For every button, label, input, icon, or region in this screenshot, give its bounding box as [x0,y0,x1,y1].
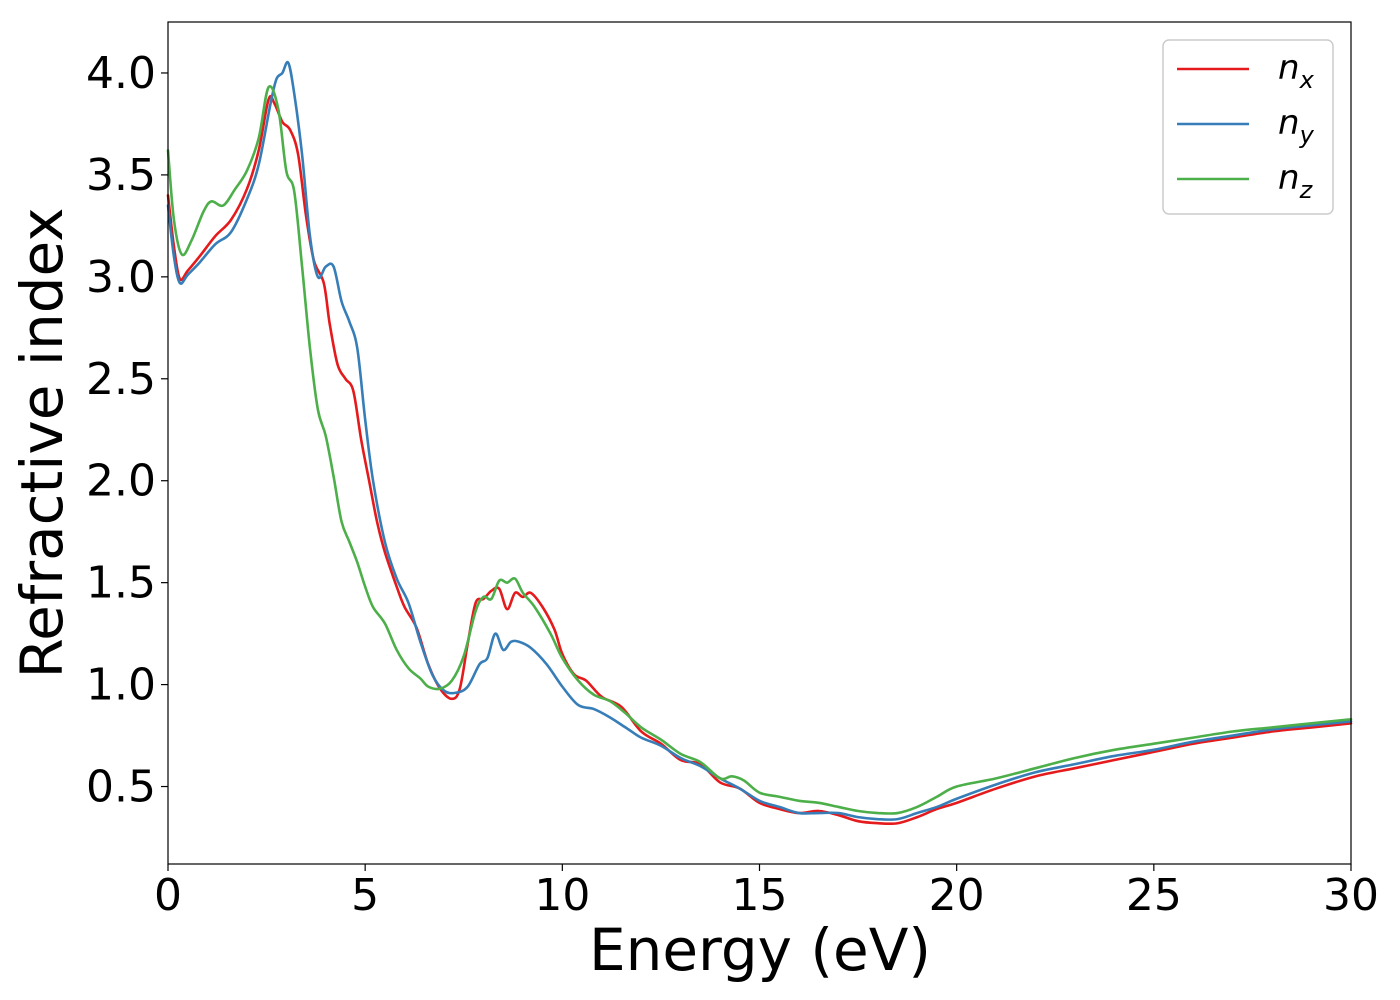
y-tick-label: 3.5 [86,150,156,201]
x-tick-label: 15 [732,870,788,921]
y-tick-label: 3.0 [86,252,156,303]
series-line-z [166,84,1353,815]
x-axis-ticks: 0 5 10 15 20 25 30 [154,864,1379,921]
x-tick-label: 20 [929,870,985,921]
y-tick-label: 2.0 [86,456,156,507]
x-tick-label: 30 [1323,870,1379,921]
x-tick-label: 10 [534,870,590,921]
y-axis-ticks: 0.5 1.0 1.5 2.0 2.5 3.0 3.5 4.0 [86,48,168,813]
x-axis-label: Energy (eV) [589,916,931,984]
series-line-y [166,60,1353,821]
y-tick-label: 1.0 [86,660,156,711]
y-axis-label: Refractive index [8,207,76,678]
series-line-x [166,94,1353,826]
series-layer [166,60,1353,826]
legend-label-x: nx [1278,48,1315,94]
x-tick-label: 5 [351,870,379,921]
x-tick-label: 25 [1126,870,1182,921]
legend-label-y: ny [1278,103,1315,149]
legend: nx ny nz [1162,39,1334,215]
x-tick-label: 0 [154,870,182,921]
legend-box [1162,39,1334,215]
y-tick-label: 2.5 [86,354,156,405]
y-tick-label: 0.5 [86,762,156,813]
legend-label-z: nz [1278,158,1314,204]
y-tick-label: 1.5 [86,558,156,609]
y-tick-label: 4.0 [86,48,156,99]
